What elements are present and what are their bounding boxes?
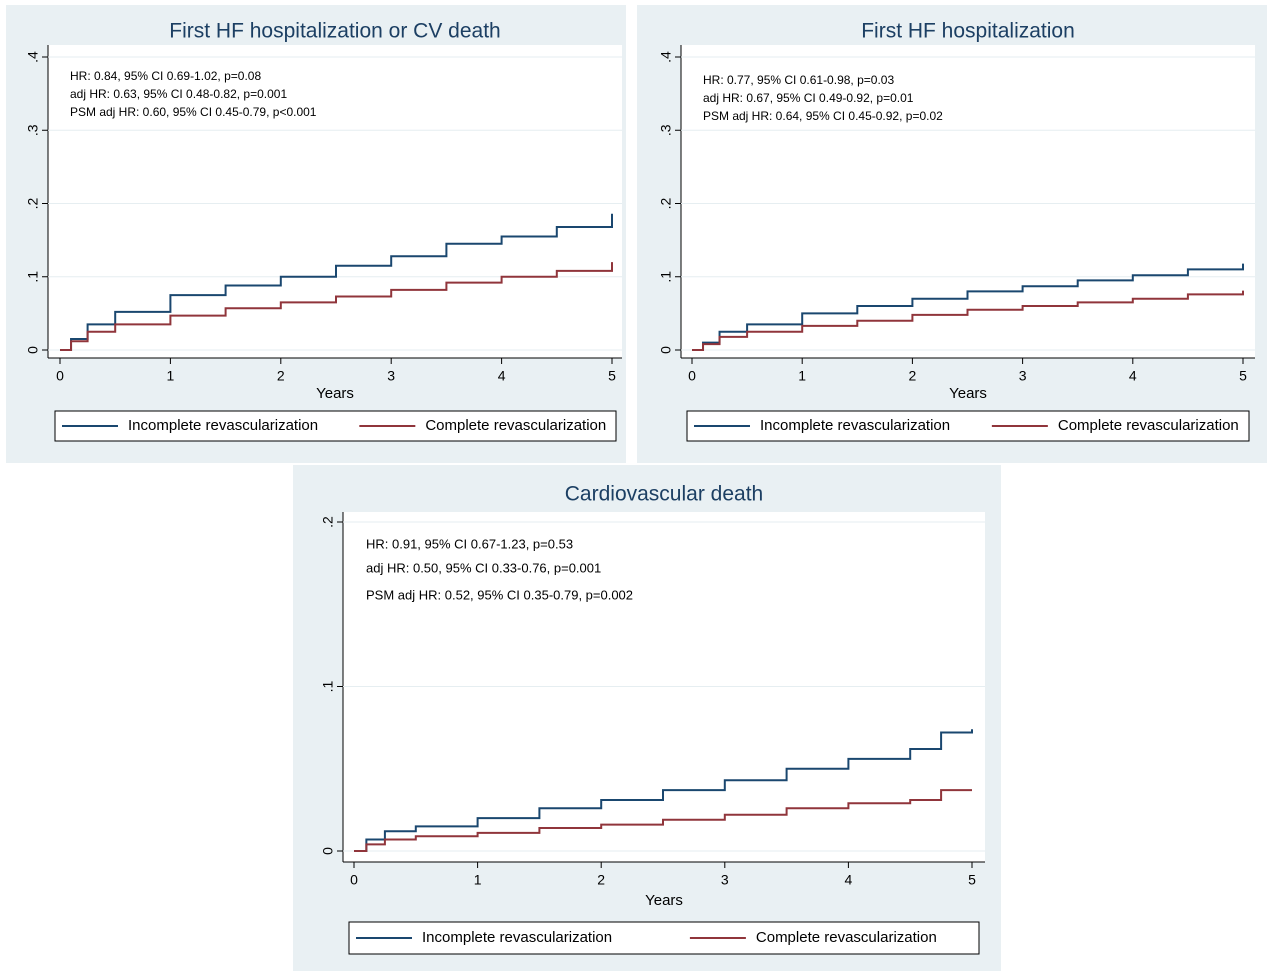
y-tick-label: .3: [25, 124, 41, 136]
annotation: PSM adj HR: 0.60, 95% CI 0.45-0.79, p<0.…: [70, 105, 317, 119]
annotation: HR: 0.84, 95% CI 0.69-1.02, p=0.08: [70, 69, 261, 83]
legend-label: Complete revascularization: [425, 417, 606, 434]
y-tick-label: 0: [320, 847, 336, 855]
annotation: HR: 0.91, 95% CI 0.67-1.23, p=0.53: [366, 536, 573, 551]
y-tick-label: .1: [25, 271, 41, 283]
x-tick-label: 4: [845, 872, 853, 888]
legend-box: [686, 410, 1250, 442]
y-tick-label: .3: [658, 124, 674, 136]
km-curve: [354, 729, 973, 852]
x-tick-label: 5: [1239, 368, 1247, 384]
plot-area: [48, 45, 622, 358]
km-curve: [60, 213, 613, 351]
y-tick-label: .2: [25, 197, 41, 209]
x-tick-label: 0: [688, 368, 696, 384]
y-tick-label: .4: [658, 51, 674, 63]
legend-label: Incomplete revascularization: [760, 417, 950, 434]
km-curve: [692, 290, 1244, 351]
annotation: adj HR: 0.50, 95% CI 0.33-0.76, p=0.001: [366, 560, 601, 575]
km-curve: [60, 262, 613, 351]
x-tick-label: 0: [350, 872, 358, 888]
legend-label: Complete revascularization: [1058, 417, 1239, 434]
km-curve: [354, 789, 972, 852]
x-tick-label: 3: [1019, 368, 1027, 384]
y-tick-label: 0: [25, 346, 41, 354]
chart-panel: Cardiovascular death 0 .1 .2 0 1 2 3 4 5 Years HR: …: [293, 465, 1001, 971]
x-tick-label: 1: [167, 368, 175, 384]
x-tick-label: 0: [56, 368, 64, 384]
legend-label: Incomplete revascularization: [422, 929, 612, 946]
legend-box: [54, 410, 617, 442]
legend-label: Complete revascularization: [756, 929, 937, 946]
y-tick-label: .1: [320, 680, 336, 692]
y-tick-label: .4: [25, 51, 41, 63]
x-tick-label: 1: [474, 872, 482, 888]
x-tick-label: 3: [721, 872, 729, 888]
x-tick-label: 1: [798, 368, 806, 384]
km-curve: [692, 263, 1244, 351]
chart-panel: First HF hospitalization 0 .1 .2 .3 .4 0 1 2 3 4 5 Y…: [637, 5, 1267, 463]
legend-label: Incomplete revascularization: [128, 417, 318, 434]
y-tick-label: .2: [658, 197, 674, 209]
legend-box: [348, 921, 980, 955]
annotation: adj HR: 0.67, 95% CI 0.49-0.92, p=0.01: [703, 91, 914, 105]
chart-title: First HF hospitalization or CV death: [169, 20, 500, 43]
chart-title: First HF hospitalization: [861, 20, 1075, 43]
chart-panel: First HF hospitalization or CV death 0 .1.…: [6, 5, 626, 463]
plot-area: [681, 45, 1255, 358]
annotation: HR: 0.77, 95% CI 0.61-0.98, p=0.03: [703, 73, 894, 87]
x-tick-label: 3: [387, 368, 395, 384]
annotation: PSM adj HR: 0.52, 95% CI 0.35-0.79, p=0.…: [366, 587, 633, 602]
x-tick-label: 2: [909, 368, 917, 384]
x-tick-label: 5: [968, 872, 976, 888]
chart-title: Cardiovascular death: [565, 483, 763, 506]
x-tick-label: 2: [277, 368, 285, 384]
x-tick-label: 4: [498, 368, 506, 384]
x-tick-label: 4: [1129, 368, 1137, 384]
annotation: PSM adj HR: 0.64, 95% CI 0.45-0.92, p=0.…: [703, 109, 943, 123]
x-tick-label: 5: [608, 368, 616, 384]
x-axis-label: Years: [316, 385, 354, 402]
y-tick-label: .1: [658, 271, 674, 283]
annotation: adj HR: 0.63, 95% CI 0.48-0.82, p=0.001: [70, 87, 287, 101]
y-tick-label: 0: [658, 346, 674, 354]
x-tick-label: 2: [597, 872, 605, 888]
y-tick-label: .2: [320, 516, 336, 528]
x-axis-label: Years: [645, 892, 683, 909]
x-axis-label: Years: [949, 385, 987, 402]
